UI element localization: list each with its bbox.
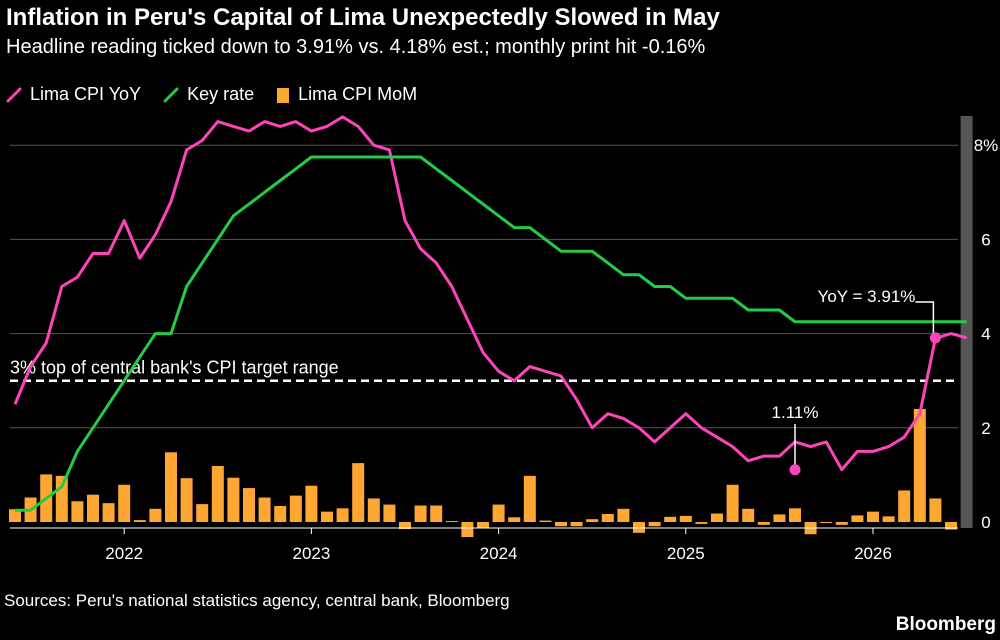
- mom-bar: [539, 520, 552, 522]
- y-tick-label: 6: [981, 230, 990, 249]
- mom-bar: [789, 508, 801, 522]
- bar-icon: [277, 87, 290, 103]
- source-note: Sources: Peru's national statistics agen…: [4, 591, 510, 610]
- annotation-leader: [915, 301, 935, 338]
- mom-bar: [196, 504, 209, 522]
- brand-logo: Bloomberg: [895, 614, 996, 635]
- mom-bar: [648, 522, 661, 527]
- line-icon: [6, 87, 22, 102]
- mom-bar: [820, 522, 833, 523]
- mom-bar: [586, 519, 599, 522]
- mom-bar: [617, 508, 630, 522]
- target-line-label: 3% top of central bank's CPI target rang…: [10, 358, 339, 378]
- mom-bar: [430, 505, 443, 522]
- mom-bar: [570, 522, 583, 527]
- mom-bar: [149, 508, 162, 522]
- y-tick-label: 4: [981, 325, 990, 344]
- mom-bar: [913, 408, 926, 522]
- legend-item-yoy: Lima CPI YoY: [6, 84, 141, 105]
- x-tick-label: 2022: [105, 544, 143, 563]
- x-tick-label: 2026: [854, 544, 892, 563]
- x-tick-label: 2025: [667, 544, 705, 563]
- mom-bar: [929, 498, 942, 522]
- mom-bar: [321, 511, 333, 522]
- mom-bar: [461, 522, 474, 538]
- y-tick-label: 2: [981, 419, 990, 438]
- mom-bar: [508, 517, 521, 522]
- mom-bar: [414, 505, 427, 522]
- line-icon: [163, 87, 179, 102]
- mom-bar: [305, 485, 318, 522]
- cpi-yoy-line: [13, 115, 967, 472]
- mom-bar: [898, 490, 911, 522]
- legend-item-mom: Lima CPI MoM: [276, 84, 417, 105]
- mom-bar: [289, 495, 302, 522]
- mom-bar: [274, 505, 287, 522]
- y-tick-label: 8%: [974, 136, 999, 155]
- mom-bar: [211, 465, 224, 522]
- mom-bar: [695, 522, 708, 524]
- mom-bar: [477, 522, 489, 529]
- mom-bar: [835, 522, 848, 525]
- mom-bar: [726, 484, 739, 522]
- x-tick-label: 2023: [292, 544, 330, 563]
- mom-bar: [867, 511, 879, 522]
- mom-bar: [352, 463, 365, 522]
- mom-bar: [133, 520, 146, 522]
- mom-bar: [227, 477, 240, 522]
- mom-bar: [165, 452, 177, 522]
- mom-bar: [523, 475, 536, 522]
- annotation-marker: [929, 332, 941, 344]
- mom-bar: [492, 504, 505, 522]
- mom-bar: [445, 521, 458, 523]
- legend-label: Key rate: [187, 84, 255, 104]
- y-tick-label: 0: [981, 513, 990, 532]
- mom-bar: [773, 514, 786, 522]
- mom-bar: [258, 497, 271, 522]
- legend-label: Lima CPI YoY: [30, 84, 142, 104]
- mom-bar: [243, 488, 255, 522]
- mom-bar: [102, 503, 115, 522]
- legend: Lima CPI YoY Key rate Lima CPI MoM: [6, 84, 439, 105]
- chart-subtitle: Headline reading ticked down to 3.91% vs…: [6, 36, 706, 58]
- mom-bar: [742, 508, 755, 522]
- mom-bar: [71, 501, 84, 522]
- mom-bar: [336, 508, 349, 522]
- annotation-label: 1.11%: [772, 403, 819, 422]
- mom-bar: [679, 515, 692, 522]
- mom-bar: [9, 509, 21, 522]
- mom-bar: [180, 478, 193, 522]
- mom-bar: [851, 515, 864, 522]
- x-tick-label: 2024: [480, 544, 518, 563]
- mom-bar: [945, 522, 957, 530]
- mom-bar: [711, 513, 723, 522]
- annotation-label: YoY = 3.91%: [818, 287, 916, 306]
- mom-bar: [555, 522, 567, 527]
- mom-bar: [383, 504, 396, 522]
- legend-item-key-rate: Key rate: [163, 84, 254, 105]
- mom-bar: [757, 522, 770, 525]
- mom-bar: [633, 522, 645, 533]
- mom-bar: [882, 516, 895, 522]
- mom-bar: [367, 498, 380, 522]
- mom-bar: [664, 516, 677, 522]
- mom-bar: [55, 475, 68, 522]
- legend-label: Lima CPI MoM: [298, 84, 418, 104]
- mom-bar: [601, 513, 614, 522]
- chart-title: Inflation in Peru's Capital of Lima Unex…: [6, 4, 720, 31]
- mom-bar: [399, 522, 411, 530]
- mom-bar: [118, 484, 131, 522]
- annotation-marker: [789, 464, 801, 476]
- mom-bar: [87, 494, 99, 522]
- key-rate-line: [15, 155, 967, 512]
